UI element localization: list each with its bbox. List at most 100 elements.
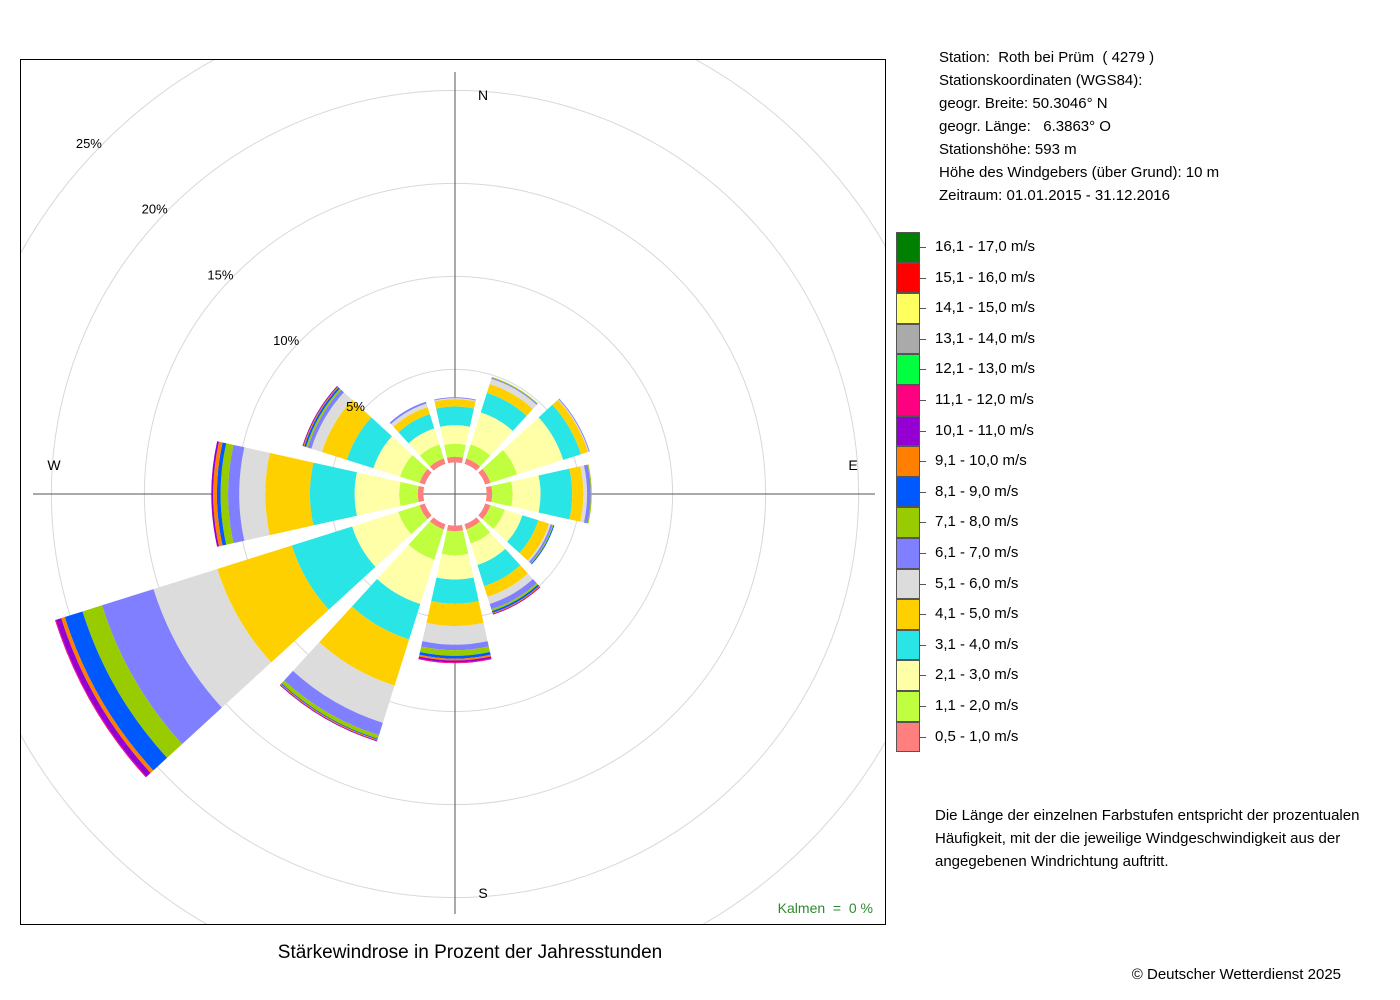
time-period: Zeitraum: 01.01.2015 - 31.12.2016: [939, 187, 1170, 204]
rose-segment-180-11: [418, 658, 492, 664]
rose-segment-300-5: [311, 392, 353, 453]
rose-segment-330-5: [390, 403, 428, 427]
legend-tick: [920, 614, 926, 616]
rose-segment-180-6: [421, 641, 489, 651]
rose-segment-30-1: [466, 444, 491, 467]
legend-swatch: [896, 415, 920, 447]
legend-tick: [920, 461, 926, 463]
rose-segment-150-5: [487, 573, 533, 604]
copyright-notice: © Deutscher Wetterdienst 2025: [1131, 966, 1341, 983]
rose-segment-270-1: [399, 481, 419, 507]
legend-label: 14,1 - 15,0 m/s: [935, 299, 1036, 317]
rose-segment-0-2: [440, 425, 470, 445]
calm-percentage: Kalmen = 0 %: [777, 900, 873, 916]
grid-ring: [21, 60, 885, 924]
rose-segment-180-0: [446, 524, 464, 532]
explanation-note: Die Länge der einzelnen Farbstufen entsp…: [935, 807, 1360, 870]
rose-segment-150-2: [470, 532, 506, 565]
legend-tick: [920, 675, 926, 677]
rose-segment-150-4: [484, 565, 528, 597]
rose-segment-210-0: [429, 517, 446, 530]
ring-label: 15%: [207, 267, 233, 282]
rose-segment-270-0: [417, 485, 425, 503]
rose-segment-240-3: [291, 526, 376, 610]
rose-segment-270-7: [220, 443, 234, 545]
rose-segment-150-3: [477, 548, 521, 587]
rose-segment-330-6: [389, 401, 427, 425]
rose-segment-60-0: [478, 468, 491, 485]
legend-swatch: [896, 232, 920, 263]
legend-label: 10,1 - 11,0 m/s: [935, 421, 1034, 439]
legend-tick: [920, 522, 926, 524]
rose-segment-270-9: [213, 441, 223, 547]
station-latitude: geogr. Breite: 50.3046° N: [939, 95, 1108, 112]
rose-segment-180-9: [418, 654, 492, 661]
legend-tick: [920, 705, 926, 707]
rose-segment-300-3: [346, 417, 392, 469]
rose-segment-120-1: [482, 505, 505, 530]
rose-segment-180-4: [426, 601, 484, 627]
legend-label: 3,1 - 4,0 m/s: [935, 635, 1019, 653]
rose-segment-270-6: [228, 444, 245, 544]
legend-tick: [920, 736, 926, 738]
legend-swatch: [896, 568, 920, 600]
legend-label: 5,1 - 6,0 m/s: [935, 574, 1019, 592]
rose-segment-60-1: [482, 450, 518, 483]
rose-segment-270-3: [309, 462, 357, 526]
ring-label: 20%: [142, 202, 168, 217]
rose-segment-120-3: [507, 515, 539, 554]
legend-swatch: [896, 537, 920, 569]
rose-segment-180-1: [441, 530, 469, 556]
rose-segment-90-1: [491, 481, 513, 507]
rose-segment-90-0: [485, 485, 493, 503]
legend-label: 0,5 - 1,0 m/s: [935, 727, 1019, 745]
rose-segment-30-2: [470, 412, 513, 456]
rose-segment-120-4: [519, 520, 550, 561]
rose-segment-30-3: [480, 392, 527, 431]
rose-segment-330-0: [429, 458, 446, 471]
rose-segment-240-2: [352, 511, 412, 567]
rose-segment-240-5: [153, 568, 272, 708]
rose-segment-300-2: [373, 436, 413, 477]
rose-segment-270-4: [265, 452, 314, 536]
legend-label: 4,1 - 5,0 m/s: [935, 605, 1019, 623]
legend-tick: [920, 277, 926, 279]
legend-swatch: [896, 384, 920, 416]
ring-label: 25%: [76, 136, 102, 151]
ring-label: 10%: [273, 333, 299, 348]
legend-label: 8,1 - 9,0 m/s: [935, 482, 1019, 500]
legend-swatch: [896, 354, 920, 385]
rose-segment-180-5: [422, 622, 488, 645]
station-coordinates-heading: Stationskoordinaten (WGS84):: [939, 72, 1143, 89]
legend-swatch: [896, 507, 920, 538]
legend-tick: [920, 399, 926, 401]
rose-segment-120-6: [529, 524, 553, 564]
rose-segment-60-4: [552, 399, 589, 455]
rose-segment-0-5: [434, 398, 476, 402]
legend-tick: [920, 644, 926, 646]
rose-segment-180-8: [419, 651, 491, 659]
compass-west: W: [47, 457, 61, 473]
station-info: Station: Roth bei Prüm ( 4279 ) Stations…: [939, 46, 1219, 207]
compass-north: N: [478, 87, 488, 103]
rose-segment-180-10: [418, 656, 492, 663]
legend-tick: [920, 491, 926, 493]
rose-segment-300-4: [321, 399, 372, 460]
legend-label: 6,1 - 7,0 m/s: [935, 543, 1019, 561]
legend-swatch: [896, 476, 920, 508]
legend-label: 2,1 - 3,0 m/s: [935, 666, 1019, 684]
legend-tick: [920, 338, 926, 340]
legend-tick: [920, 369, 926, 371]
rose-segment-30-4: [486, 384, 533, 416]
rose-segment-240-10: [55, 618, 151, 777]
legend-swatch: [896, 660, 920, 691]
legend-tick: [920, 430, 926, 432]
rose-segment-120-0: [478, 503, 491, 520]
compass-south: S: [478, 885, 487, 901]
rose-segment-330-1: [419, 444, 444, 467]
rose-segment-330-2: [408, 428, 440, 456]
rose-segment-120-2: [493, 509, 523, 542]
rose-segment-210-7: [281, 680, 379, 739]
legend-swatch: [896, 323, 920, 355]
rose-segment-240-1: [398, 505, 428, 535]
